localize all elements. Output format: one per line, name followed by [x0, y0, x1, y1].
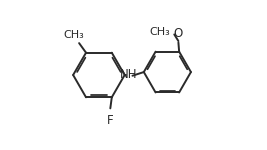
Text: F: F [107, 114, 114, 127]
Text: NH: NH [120, 68, 138, 81]
Text: CH₃: CH₃ [64, 30, 85, 40]
Text: O: O [174, 27, 183, 40]
Text: CH₃: CH₃ [149, 27, 170, 37]
